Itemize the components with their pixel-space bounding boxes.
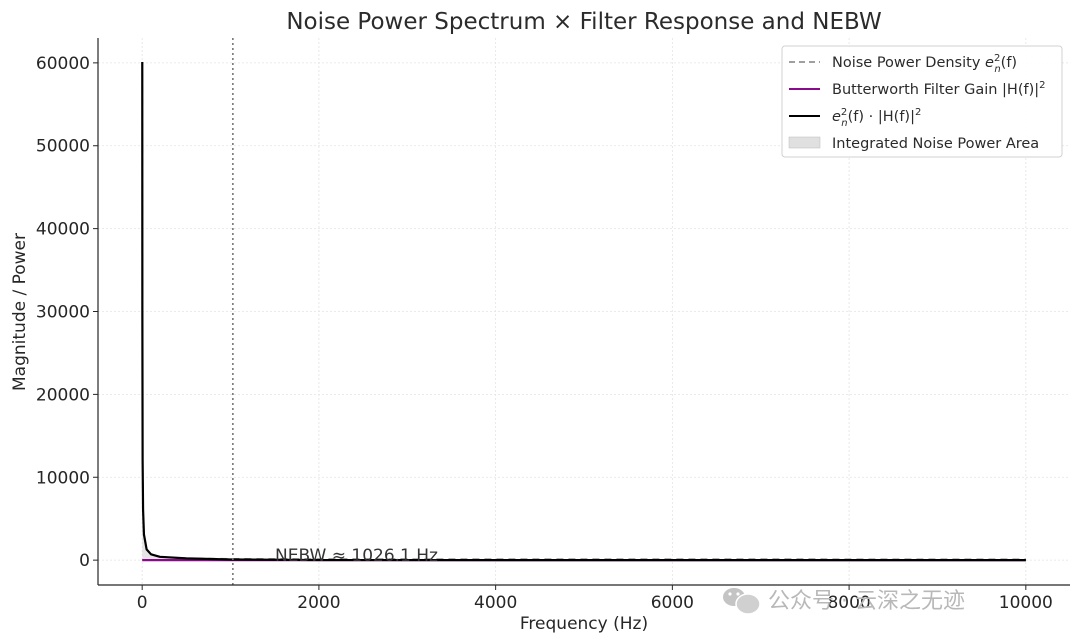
x-ticks: 0 2000 4000 6000 8000 10000 bbox=[137, 585, 1053, 613]
legend-box bbox=[781, 45, 1063, 158]
y-tick-label-1: 10000 bbox=[36, 468, 90, 488]
y-axis-label: Magnitude / Power bbox=[10, 233, 30, 391]
nebw-annotation: NEBW ≈ 1026.1 Hz bbox=[275, 546, 438, 566]
chart-title: Noise Power Spectrum × Filter Response a… bbox=[286, 9, 881, 35]
series-line-2 bbox=[141, 62, 1026, 562]
legend: Noise Power Density e2 n(f) Butterworth F… bbox=[781, 45, 1063, 158]
legend-label-filter: Butterworth Filter Gain |H(f)|2 bbox=[832, 80, 1046, 98]
legend-label-product: e2 n(f) · |H(f)|2 bbox=[832, 107, 921, 129]
legend-label-noise: Noise Power Density e2 n(f) bbox=[832, 53, 1017, 75]
legend-swatch-area bbox=[788, 136, 821, 149]
watermark: 公众号 · 云深之无迹 bbox=[723, 588, 965, 615]
y-tick-label-3: 30000 bbox=[36, 303, 90, 323]
x-tick-label-4: 8000 bbox=[827, 593, 870, 613]
y-ticks: 0 10000 20000 30000 40000 50000 60000 bbox=[36, 54, 98, 571]
y-tick-label-6: 60000 bbox=[36, 54, 90, 74]
x-tick-label-2: 4000 bbox=[474, 593, 517, 613]
y-tick-label-4: 40000 bbox=[36, 220, 90, 240]
x-axis-label: Frequency (Hz) bbox=[520, 614, 648, 634]
x-tick-label-5: 10000 bbox=[999, 593, 1053, 613]
legend-label-area: Integrated Noise Power Area bbox=[832, 136, 1039, 152]
y-tick-label-2: 20000 bbox=[36, 385, 90, 405]
series-lines bbox=[141, 62, 1026, 562]
y-tick-label-5: 50000 bbox=[36, 137, 90, 157]
x-tick-label-3: 6000 bbox=[651, 593, 694, 613]
watermark-text: 公众号 · 云深之无迹 bbox=[768, 589, 965, 614]
x-tick-label-1: 2000 bbox=[297, 593, 340, 613]
wechat-icon bbox=[723, 588, 761, 615]
y-tick-label-0: 0 bbox=[79, 551, 90, 571]
x-tick-label-0: 0 bbox=[137, 593, 148, 613]
